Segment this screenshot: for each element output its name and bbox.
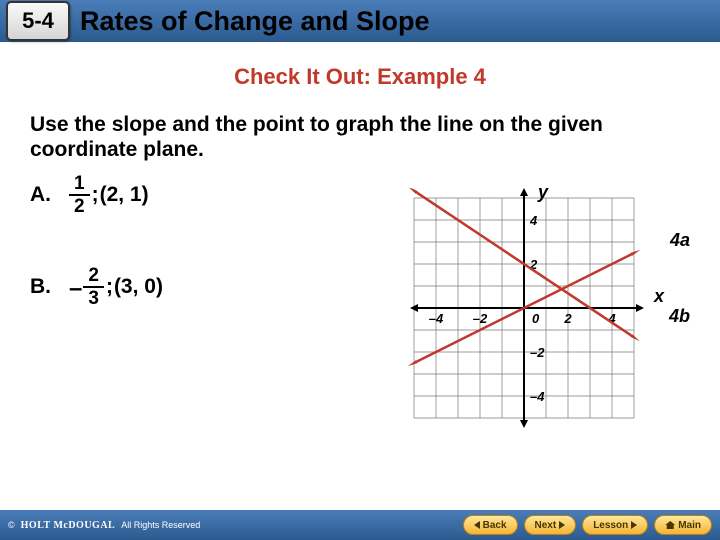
svg-text:0: 0 bbox=[532, 311, 540, 326]
home-icon bbox=[665, 521, 675, 529]
svg-text:2: 2 bbox=[563, 311, 572, 326]
instruction-text: Use the slope and the point to graph the… bbox=[30, 112, 690, 162]
main-button[interactable]: Main bbox=[654, 515, 712, 535]
svg-text:–2: –2 bbox=[473, 311, 488, 326]
x-axis-label: x bbox=[654, 286, 664, 307]
line-label-4a: 4a bbox=[670, 230, 690, 251]
svg-text:–4: –4 bbox=[429, 311, 444, 326]
svg-text:–2: –2 bbox=[530, 345, 545, 360]
copyright-text: All Rights Reserved bbox=[121, 520, 200, 530]
subtitle: Check It Out: Example 4 bbox=[0, 64, 720, 90]
svg-text:–4: –4 bbox=[530, 389, 545, 404]
svg-text:4: 4 bbox=[529, 213, 538, 228]
slope-fraction-b: 2 3 bbox=[83, 266, 104, 308]
page-title: Rates of Change and Slope bbox=[80, 6, 430, 37]
slope-fraction-a: 1 2 bbox=[69, 174, 90, 216]
copyright: © HOLT McDOUGAL All Rights Reserved bbox=[8, 520, 200, 531]
problem-a-label: A. bbox=[30, 183, 51, 207]
coordinate-graph: –4–224042–2–4 y x 4a 4b bbox=[404, 188, 644, 428]
negative-sign: – bbox=[69, 275, 82, 303]
point-b: (3, 0) bbox=[114, 275, 163, 299]
y-axis-label: y bbox=[538, 182, 548, 203]
triangle-right-icon bbox=[631, 521, 637, 529]
back-button[interactable]: Back bbox=[463, 515, 518, 535]
copyright-icon: © bbox=[8, 520, 15, 530]
lesson-button[interactable]: Lesson bbox=[582, 515, 648, 535]
line-label-4b: 4b bbox=[669, 306, 690, 327]
triangle-right-icon bbox=[559, 521, 565, 529]
point-a: (2, 1) bbox=[100, 183, 149, 207]
footer: © HOLT McDOUGAL All Rights Reserved Back… bbox=[0, 510, 720, 540]
problem-b-label: B. bbox=[30, 275, 51, 299]
publisher-brand: HOLT McDOUGAL bbox=[21, 520, 116, 531]
lesson-number-badge: 5-4 bbox=[6, 1, 70, 41]
triangle-left-icon bbox=[474, 521, 480, 529]
next-button[interactable]: Next bbox=[524, 515, 577, 535]
